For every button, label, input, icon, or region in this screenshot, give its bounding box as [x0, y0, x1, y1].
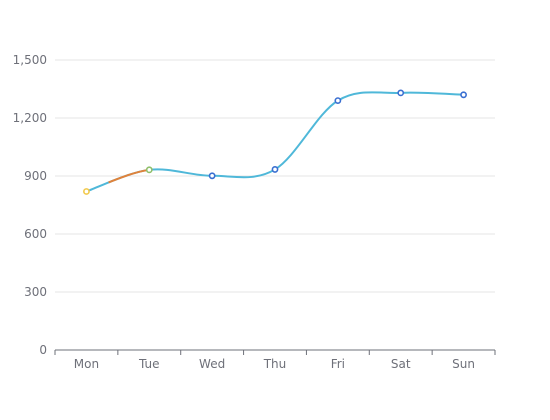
points-layer	[83, 89, 467, 195]
data-point	[397, 89, 405, 97]
y-tick-label: 900	[24, 169, 47, 183]
data-point	[208, 172, 216, 180]
x-tick-label: Tue	[138, 357, 160, 371]
series-line	[86, 91, 464, 193]
y-tick-label: 0	[39, 343, 47, 357]
x-tick-label: Sun	[452, 357, 475, 371]
y-tick-label: 1,200	[13, 111, 47, 125]
y-tick-label: 300	[24, 285, 47, 299]
data-point	[271, 166, 279, 173]
data-point	[460, 91, 467, 99]
axis-layer: 0 300 600 900 1,200 1,500 Mon Tue Wed Thu Fri Sat Su…	[13, 53, 496, 371]
grid-layer	[55, 59, 495, 293]
data-point	[83, 188, 90, 195]
data-point	[334, 97, 342, 104]
series-layer	[86, 91, 464, 193]
x-tick-label: Mon	[74, 357, 99, 371]
y-tick-label: 1,500	[13, 53, 47, 67]
data-point	[145, 166, 153, 174]
x-tick-label: Thu	[263, 357, 287, 371]
y-tick-label: 600	[24, 227, 47, 241]
x-tick-label: Fri	[331, 357, 345, 371]
x-tick-label: Sat	[391, 357, 411, 371]
x-tick-label: Wed	[199, 357, 225, 371]
